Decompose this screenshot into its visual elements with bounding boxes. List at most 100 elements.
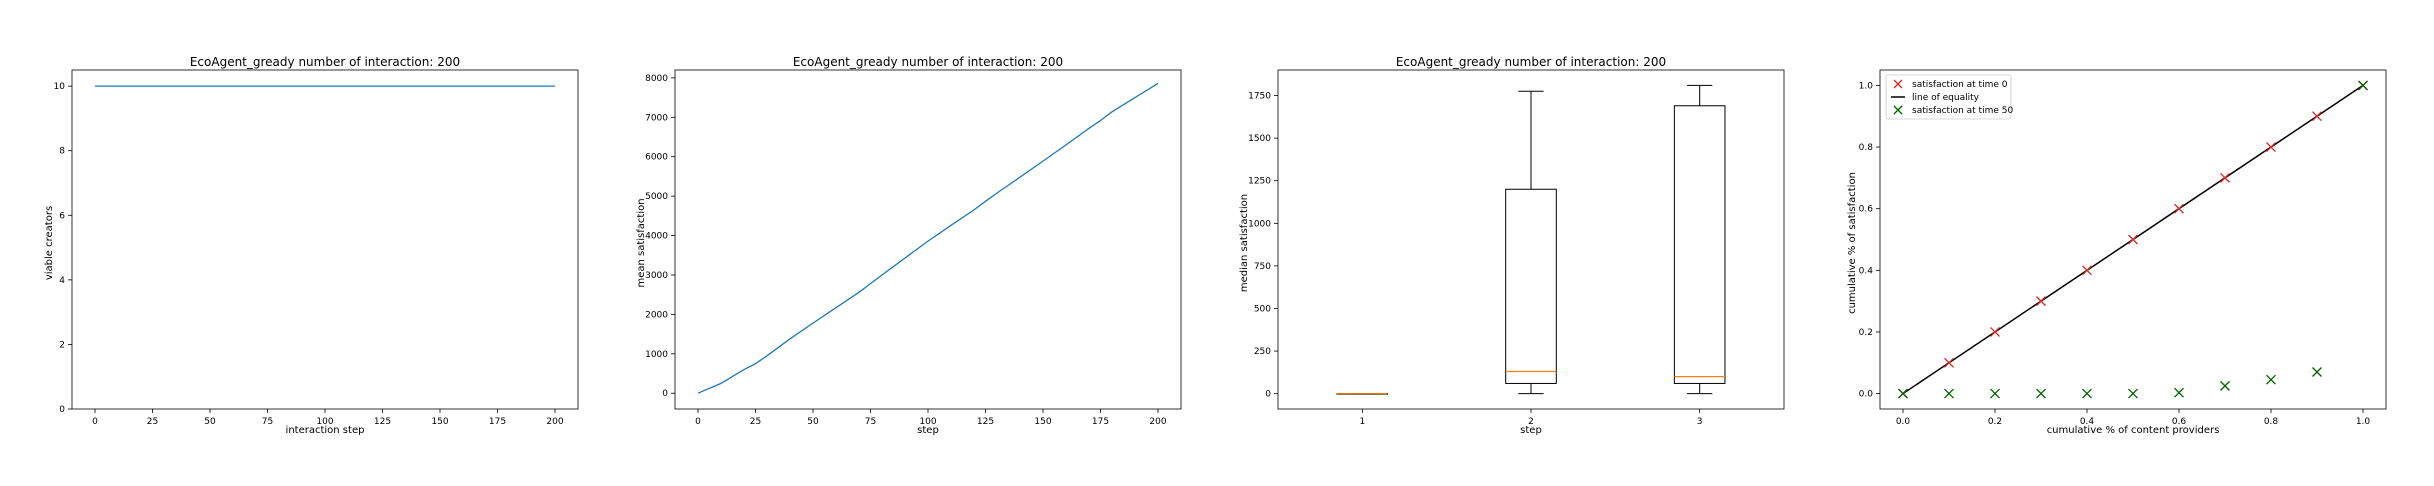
y-tick-label: 0.2 <box>1859 328 1873 338</box>
legend-label: line of equality <box>1912 93 1980 103</box>
scatter-point <box>2128 234 2138 245</box>
x-tick-label: 0.0 <box>1896 417 1911 427</box>
legend-box <box>1885 74 2012 120</box>
x-tick-label: 200 <box>1149 417 1166 427</box>
point-stroke <box>2174 387 2184 398</box>
x-tick-label: 1 <box>1359 417 1365 427</box>
legend-marker-swatch <box>1893 79 1903 89</box>
scatter-point <box>1898 388 1908 399</box>
point-stroke <box>1898 388 1908 399</box>
x-tick-label: 75 <box>865 417 876 427</box>
x-tick-label: 0.6 <box>2172 417 2187 427</box>
y-tick-label: 0 <box>662 389 668 399</box>
x-axis-label: step <box>917 425 939 436</box>
point-stroke <box>2036 388 2046 399</box>
scatter-point <box>2082 265 2092 276</box>
y-tick-label: 2000 <box>645 310 668 320</box>
point-stroke <box>2174 203 2184 214</box>
y-tick-label: 0 <box>1265 390 1271 400</box>
panel-median-satisfaction: EcoAgent_gready number of interaction: 2… <box>1239 55 1785 436</box>
y-tick-label: 500 <box>1254 304 1271 314</box>
y-tick-label: 0.8 <box>1859 143 1874 153</box>
y-tick-label: 7000 <box>645 113 668 123</box>
series-line <box>697 82 1159 394</box>
x-axis-label: step <box>1520 425 1542 436</box>
y-tick-label: 1.0 <box>1859 81 1874 91</box>
box-iqr <box>1673 105 1726 384</box>
scatter-point <box>2036 388 2046 399</box>
x-axis-label: interaction step <box>286 425 365 436</box>
box-step-2 <box>1505 90 1557 395</box>
y-tick-label: 0.4 <box>1859 266 1874 276</box>
y-tick-label: 1000 <box>645 350 668 360</box>
x-tick-label: 100 <box>919 417 936 427</box>
chart-title: EcoAgent_gready number of interaction: 2… <box>1396 55 1666 69</box>
y-tick-label: 3000 <box>645 271 668 281</box>
point-stroke <box>1990 388 2000 399</box>
x-tick-label: 50 <box>807 417 819 427</box>
point-stroke <box>2312 367 2322 377</box>
scatter-point <box>1990 388 2000 399</box>
point-stroke <box>2358 80 2368 91</box>
legend-label: satisfaction at time 50 <box>1912 106 2013 116</box>
x-tick-label: 0.2 <box>1988 417 2002 427</box>
scatter-point <box>2358 80 2368 91</box>
scatter-point <box>1944 357 1954 368</box>
legend: satisfaction at time 0 line of equality sa… <box>1885 74 2013 120</box>
point-stroke <box>2220 172 2230 183</box>
y-axis-label: cumulative % of satisfaction <box>1847 172 1858 314</box>
scatter-point <box>2312 111 2322 122</box>
scatter-point <box>2266 374 2276 385</box>
y-axis-label: median satisfaction <box>1239 194 1250 292</box>
scatter-point <box>2128 388 2138 399</box>
y-tick-label: 8 <box>59 147 65 157</box>
point-stroke <box>1944 388 1954 399</box>
y-tick-label: 1000 <box>1248 219 1271 229</box>
axes-frame <box>71 69 579 410</box>
y-tick-label: 750 <box>1254 262 1271 272</box>
x-axis-label: cumulative % of content providers <box>2047 425 2220 436</box>
x-tick-label: 50 <box>204 417 216 427</box>
x-tick-label: 125 <box>977 417 994 427</box>
y-tick-label: 250 <box>1254 347 1271 357</box>
x-tick-label: 3 <box>1697 417 1703 427</box>
x-tick-label: 25 <box>147 417 158 427</box>
y-tick-label: 4000 <box>645 232 668 242</box>
box-step-1 <box>1336 393 1389 395</box>
y-tick-label: 0.0 <box>1859 390 1874 400</box>
x-tick-label: 100 <box>316 417 333 427</box>
scatter-point <box>2174 387 2184 398</box>
legend-label: satisfaction at time 0 <box>1912 80 2008 90</box>
scatter-point <box>2266 142 2276 153</box>
point-stroke <box>2266 374 2276 385</box>
scatter-point <box>2312 367 2322 377</box>
y-tick-label: 4 <box>59 276 65 286</box>
y-axis-label: viable creators <box>44 206 55 280</box>
y-tick-label: 6 <box>59 211 65 221</box>
axes-frame <box>1879 69 2387 410</box>
x-tick-label: 2 <box>1528 417 1534 427</box>
x-tick-label: 175 <box>1092 417 1109 427</box>
x-tick-label: 0.8 <box>2264 417 2279 427</box>
panel-lorenz-curve: cumulative % of content providers cumula… <box>1847 69 2387 436</box>
y-tick-label: 1500 <box>1248 134 1271 144</box>
x-tick-label: 0.4 <box>2080 417 2095 427</box>
x-tick-label: 0 <box>92 417 98 427</box>
y-axis-label: mean satisfaction <box>636 198 647 287</box>
y-tick-label: 10 <box>54 82 66 92</box>
scatter-point <box>2174 203 2184 214</box>
x-tick-label: 0 <box>695 417 701 427</box>
y-tick-label: 6000 <box>645 153 668 163</box>
scatter-point <box>2082 388 2092 399</box>
chart-title: EcoAgent_gready number of interaction: 2… <box>793 55 1063 69</box>
x-tick-label: 1.0 <box>2356 417 2371 427</box>
x-tick-label: 75 <box>262 417 273 427</box>
point-stroke <box>2220 380 2230 391</box>
panel-mean-satisfaction: EcoAgent_gready number of interaction: 2… <box>636 55 1182 436</box>
y-tick-label: 0.6 <box>1859 205 1874 215</box>
scatter-point <box>1944 388 1954 399</box>
chart-title: EcoAgent_gready number of interaction: 2… <box>190 55 460 69</box>
x-tick-label: 200 <box>546 417 563 427</box>
point-stroke <box>2036 296 2046 307</box>
x-tick-label: 175 <box>489 417 506 427</box>
